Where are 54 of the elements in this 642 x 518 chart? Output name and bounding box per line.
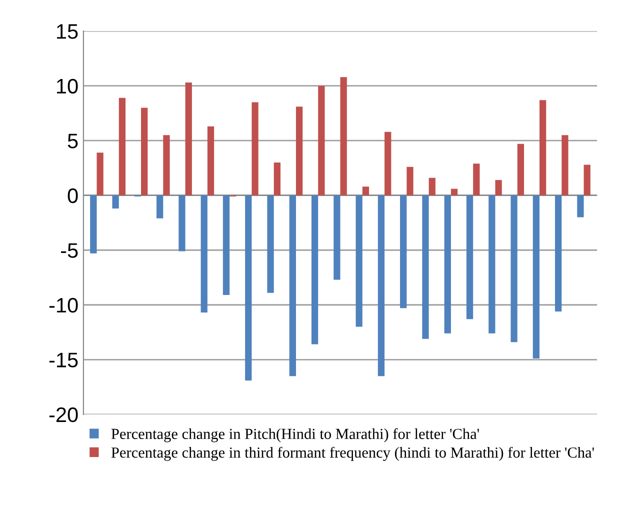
y-tick-label: -20 bbox=[49, 407, 78, 422]
bar bbox=[466, 195, 474, 320]
y-tick-label: -5 bbox=[61, 243, 78, 258]
bar bbox=[517, 144, 524, 196]
bar bbox=[163, 135, 170, 196]
bar bbox=[200, 195, 208, 313]
bar bbox=[222, 195, 230, 296]
bar bbox=[274, 162, 280, 196]
bar bbox=[356, 195, 362, 327]
y-tick-label: 15 bbox=[57, 24, 78, 39]
bar bbox=[340, 77, 347, 196]
bar bbox=[334, 195, 340, 280]
bar bbox=[406, 166, 414, 196]
bar bbox=[473, 164, 480, 196]
bar bbox=[495, 180, 502, 196]
bar bbox=[422, 195, 429, 339]
bar bbox=[540, 100, 546, 196]
bar bbox=[289, 195, 296, 376]
bar bbox=[90, 195, 97, 254]
bar bbox=[510, 195, 518, 342]
bar bbox=[577, 195, 584, 218]
bar bbox=[245, 195, 252, 380]
bar bbox=[488, 195, 496, 334]
bar bbox=[362, 186, 370, 196]
y-tick-label: 10 bbox=[57, 78, 78, 94]
bar bbox=[562, 135, 568, 196]
legend-label: Percentage change in Pitch(Hindi to Marathi) for letter 'Cha' bbox=[111, 428, 479, 442]
y-tick-label: -15 bbox=[49, 352, 78, 368]
y-tick-label: 5 bbox=[68, 134, 78, 148]
bar bbox=[428, 178, 436, 196]
bar bbox=[156, 195, 164, 218]
bar bbox=[178, 195, 186, 252]
legend-label: Percentage change in third formant frequency (hindi to Marathi) for letter 'Cha' bbox=[111, 446, 594, 461]
bar bbox=[444, 195, 451, 334]
bar bbox=[96, 152, 104, 196]
bar bbox=[118, 98, 126, 196]
bar bbox=[185, 82, 192, 196]
bar bbox=[311, 195, 318, 344]
y-tick-label: 0 bbox=[68, 188, 78, 204]
bar bbox=[384, 132, 392, 196]
bar bbox=[555, 195, 562, 312]
bar bbox=[532, 195, 540, 359]
bar bbox=[141, 108, 148, 196]
bar bbox=[584, 164, 590, 196]
y-tick-label: -10 bbox=[49, 298, 78, 313]
bar bbox=[267, 195, 274, 293]
bar bbox=[207, 126, 214, 196]
bar bbox=[318, 86, 325, 196]
bar bbox=[112, 195, 119, 208]
bar bbox=[400, 195, 407, 308]
bar bbox=[378, 195, 385, 376]
bar bbox=[450, 188, 458, 196]
bar bbox=[252, 102, 258, 196]
bar bbox=[296, 106, 303, 196]
